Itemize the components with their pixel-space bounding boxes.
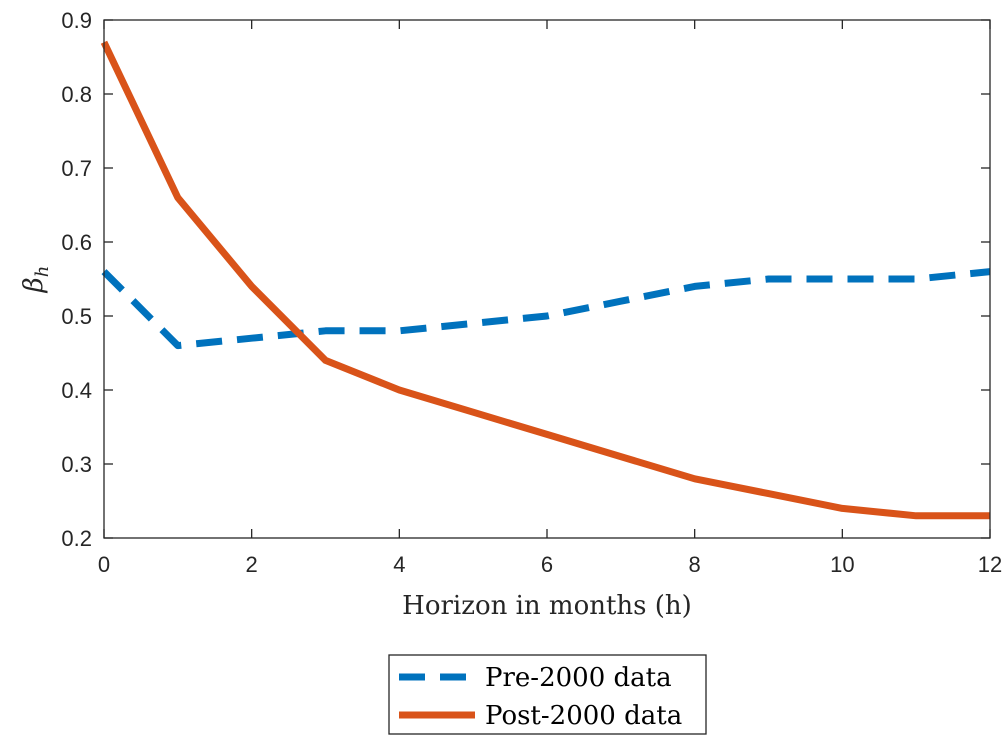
x-tick-label: 6 [541,552,553,577]
y-tick-label: 0.5 [61,304,92,329]
tick-labels: 0 2 4 6 8 10 12 0.2 0.3 0.4 0.5 0.6 0.7 0.8 0.9 [61,8,1002,577]
y-axis-label-subscript: h [32,266,53,278]
legend-box [388,654,707,735]
series-line-pre-2000 [101,268,991,350]
y-tick-label: 0.7 [61,156,92,181]
x-tick-label: 12 [978,552,1002,577]
x-tick-label: 4 [393,552,405,577]
x-axis-label: Horizon in months (h) [402,591,692,621]
y-tick-label: 0.6 [61,230,92,255]
y-tick-label: 0.9 [61,8,92,33]
legend-label-post-2000: Post-2000 data [485,701,682,731]
x-tick-label: 2 [246,552,258,577]
y-tick-label: 0.2 [61,526,92,551]
series-layer [100,40,991,520]
x-tick-label: 8 [689,552,701,577]
x-tick-label: 10 [830,552,854,577]
y-tick-label: 0.3 [61,452,92,477]
y-axis-label: βh [19,266,53,294]
legend-label-pre-2000: Pre-2000 data [485,663,672,693]
y-tick-label: 0.8 [61,82,92,107]
legend: Pre-2000 data Post-2000 data [388,654,707,735]
series-line-post-2000 [100,40,990,520]
y-tick-label: 0.4 [61,378,92,403]
y-axis-label-symbol: β [19,277,49,293]
ticks-layer [103,19,991,539]
x-tick-label: 0 [98,552,110,577]
